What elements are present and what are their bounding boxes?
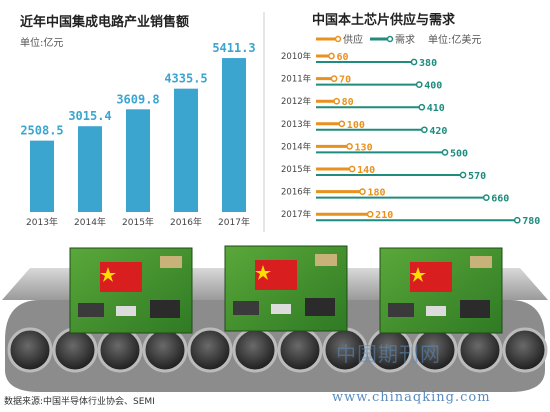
legend-demand-dot (386, 35, 394, 43)
demand-value: 410 (427, 103, 445, 114)
chip (460, 300, 490, 318)
demand-value: 420 (429, 126, 447, 137)
chip (271, 304, 291, 314)
sales-bar (30, 140, 54, 212)
chip (78, 303, 104, 317)
supply-value: 100 (347, 120, 365, 131)
sales-bar (174, 88, 198, 212)
demand-value: 500 (450, 148, 468, 159)
chip (470, 256, 492, 268)
demand-dot (513, 216, 521, 224)
circuit-boards (69, 245, 503, 334)
watermark-cn: 中国期刊网 (336, 342, 441, 366)
sales-bar (222, 58, 246, 212)
year-label: 2016年 (281, 187, 312, 198)
supply-value: 130 (355, 142, 373, 153)
year-label: 2011年 (281, 74, 312, 85)
supply-value: 60 (336, 52, 348, 63)
watermark-url: www.chinaqking.com (332, 390, 491, 405)
legend: 供应 需求 单位:亿美元 (316, 33, 481, 46)
sales-category: 2017年 (218, 216, 250, 228)
supply-dot (338, 120, 346, 128)
roller (187, 327, 233, 373)
supply-value: 180 (367, 188, 385, 199)
sales-bar-value: 3015.4 (68, 109, 111, 123)
data-source: 数据来源:中国半导体行业协会、SEMI (4, 397, 155, 407)
year-label: 2013年 (281, 119, 312, 130)
supply-chart-title: 中国本土芯片供应与需求 (312, 12, 456, 28)
flag-star (410, 267, 426, 282)
conveyor-rollers (7, 327, 548, 373)
chip (315, 254, 337, 266)
chip (426, 306, 446, 316)
demand-value: 570 (468, 171, 486, 182)
flag-star (100, 267, 116, 282)
roller (277, 327, 323, 373)
year-label: 2010年 (281, 51, 312, 62)
demand-dot (421, 126, 428, 134)
chip (116, 306, 136, 316)
chip (388, 303, 414, 317)
sales-bar-value: 2508.5 (20, 124, 63, 138)
year-label: 2017年 (281, 209, 312, 220)
chip (160, 256, 182, 268)
supply-dot (330, 75, 338, 82)
sales-category: 2015年 (122, 216, 154, 228)
sales-bar-value: 4335.5 (164, 72, 207, 86)
roller (232, 327, 278, 373)
supply-value: 80 (342, 97, 354, 108)
year-label: 2012年 (281, 96, 312, 107)
demand-value: 400 (424, 81, 442, 92)
roller (502, 327, 548, 373)
flag-star (255, 265, 271, 280)
demand-value: 660 (491, 194, 509, 205)
roller (142, 327, 188, 373)
supply-dot (346, 143, 353, 150)
supply-dot (328, 52, 335, 60)
supply-value: 70 (339, 75, 351, 86)
sales-bar-value: 3609.8 (116, 92, 159, 106)
sales-bar-value: 5411.3 (212, 41, 255, 55)
roller (7, 327, 53, 373)
roller (457, 327, 503, 373)
demand-dot (415, 81, 423, 88)
demand-dot (441, 149, 449, 156)
supply-value: 210 (375, 210, 393, 221)
demand-dot (482, 194, 490, 201)
supply-dot (348, 165, 356, 173)
chip (305, 298, 335, 316)
legend-supply-dot (334, 35, 342, 43)
sales-bar (126, 109, 150, 212)
supply-dot (333, 97, 340, 105)
sales-chart-title: 近年中国集成电路产业销售额 (20, 14, 189, 30)
supply-value: 140 (357, 165, 375, 176)
sales-category: 2014年 (74, 216, 106, 228)
supply-chart-unit: 单位:亿美元 (428, 33, 481, 46)
roller (52, 327, 98, 373)
legend-demand-label: 需求 (395, 34, 415, 46)
supply-dot (366, 210, 374, 218)
sales-chart-unit: 单位:亿元 (20, 36, 63, 49)
demand-value: 380 (419, 58, 437, 69)
demand-dot (418, 103, 426, 111)
roller (97, 327, 143, 373)
demand-dot (459, 171, 467, 179)
sales-category: 2016年 (170, 216, 202, 228)
supply-dot (359, 188, 366, 195)
year-label: 2015年 (281, 164, 312, 175)
year-label: 2014年 (281, 141, 312, 152)
sales-bar (78, 126, 102, 212)
demand-value: 780 (522, 216, 540, 227)
chip (233, 301, 259, 315)
sales-category: 2013年 (26, 216, 58, 228)
chip (150, 300, 180, 318)
legend-supply-label: 供应 (343, 33, 363, 46)
demand-dot (410, 58, 418, 66)
